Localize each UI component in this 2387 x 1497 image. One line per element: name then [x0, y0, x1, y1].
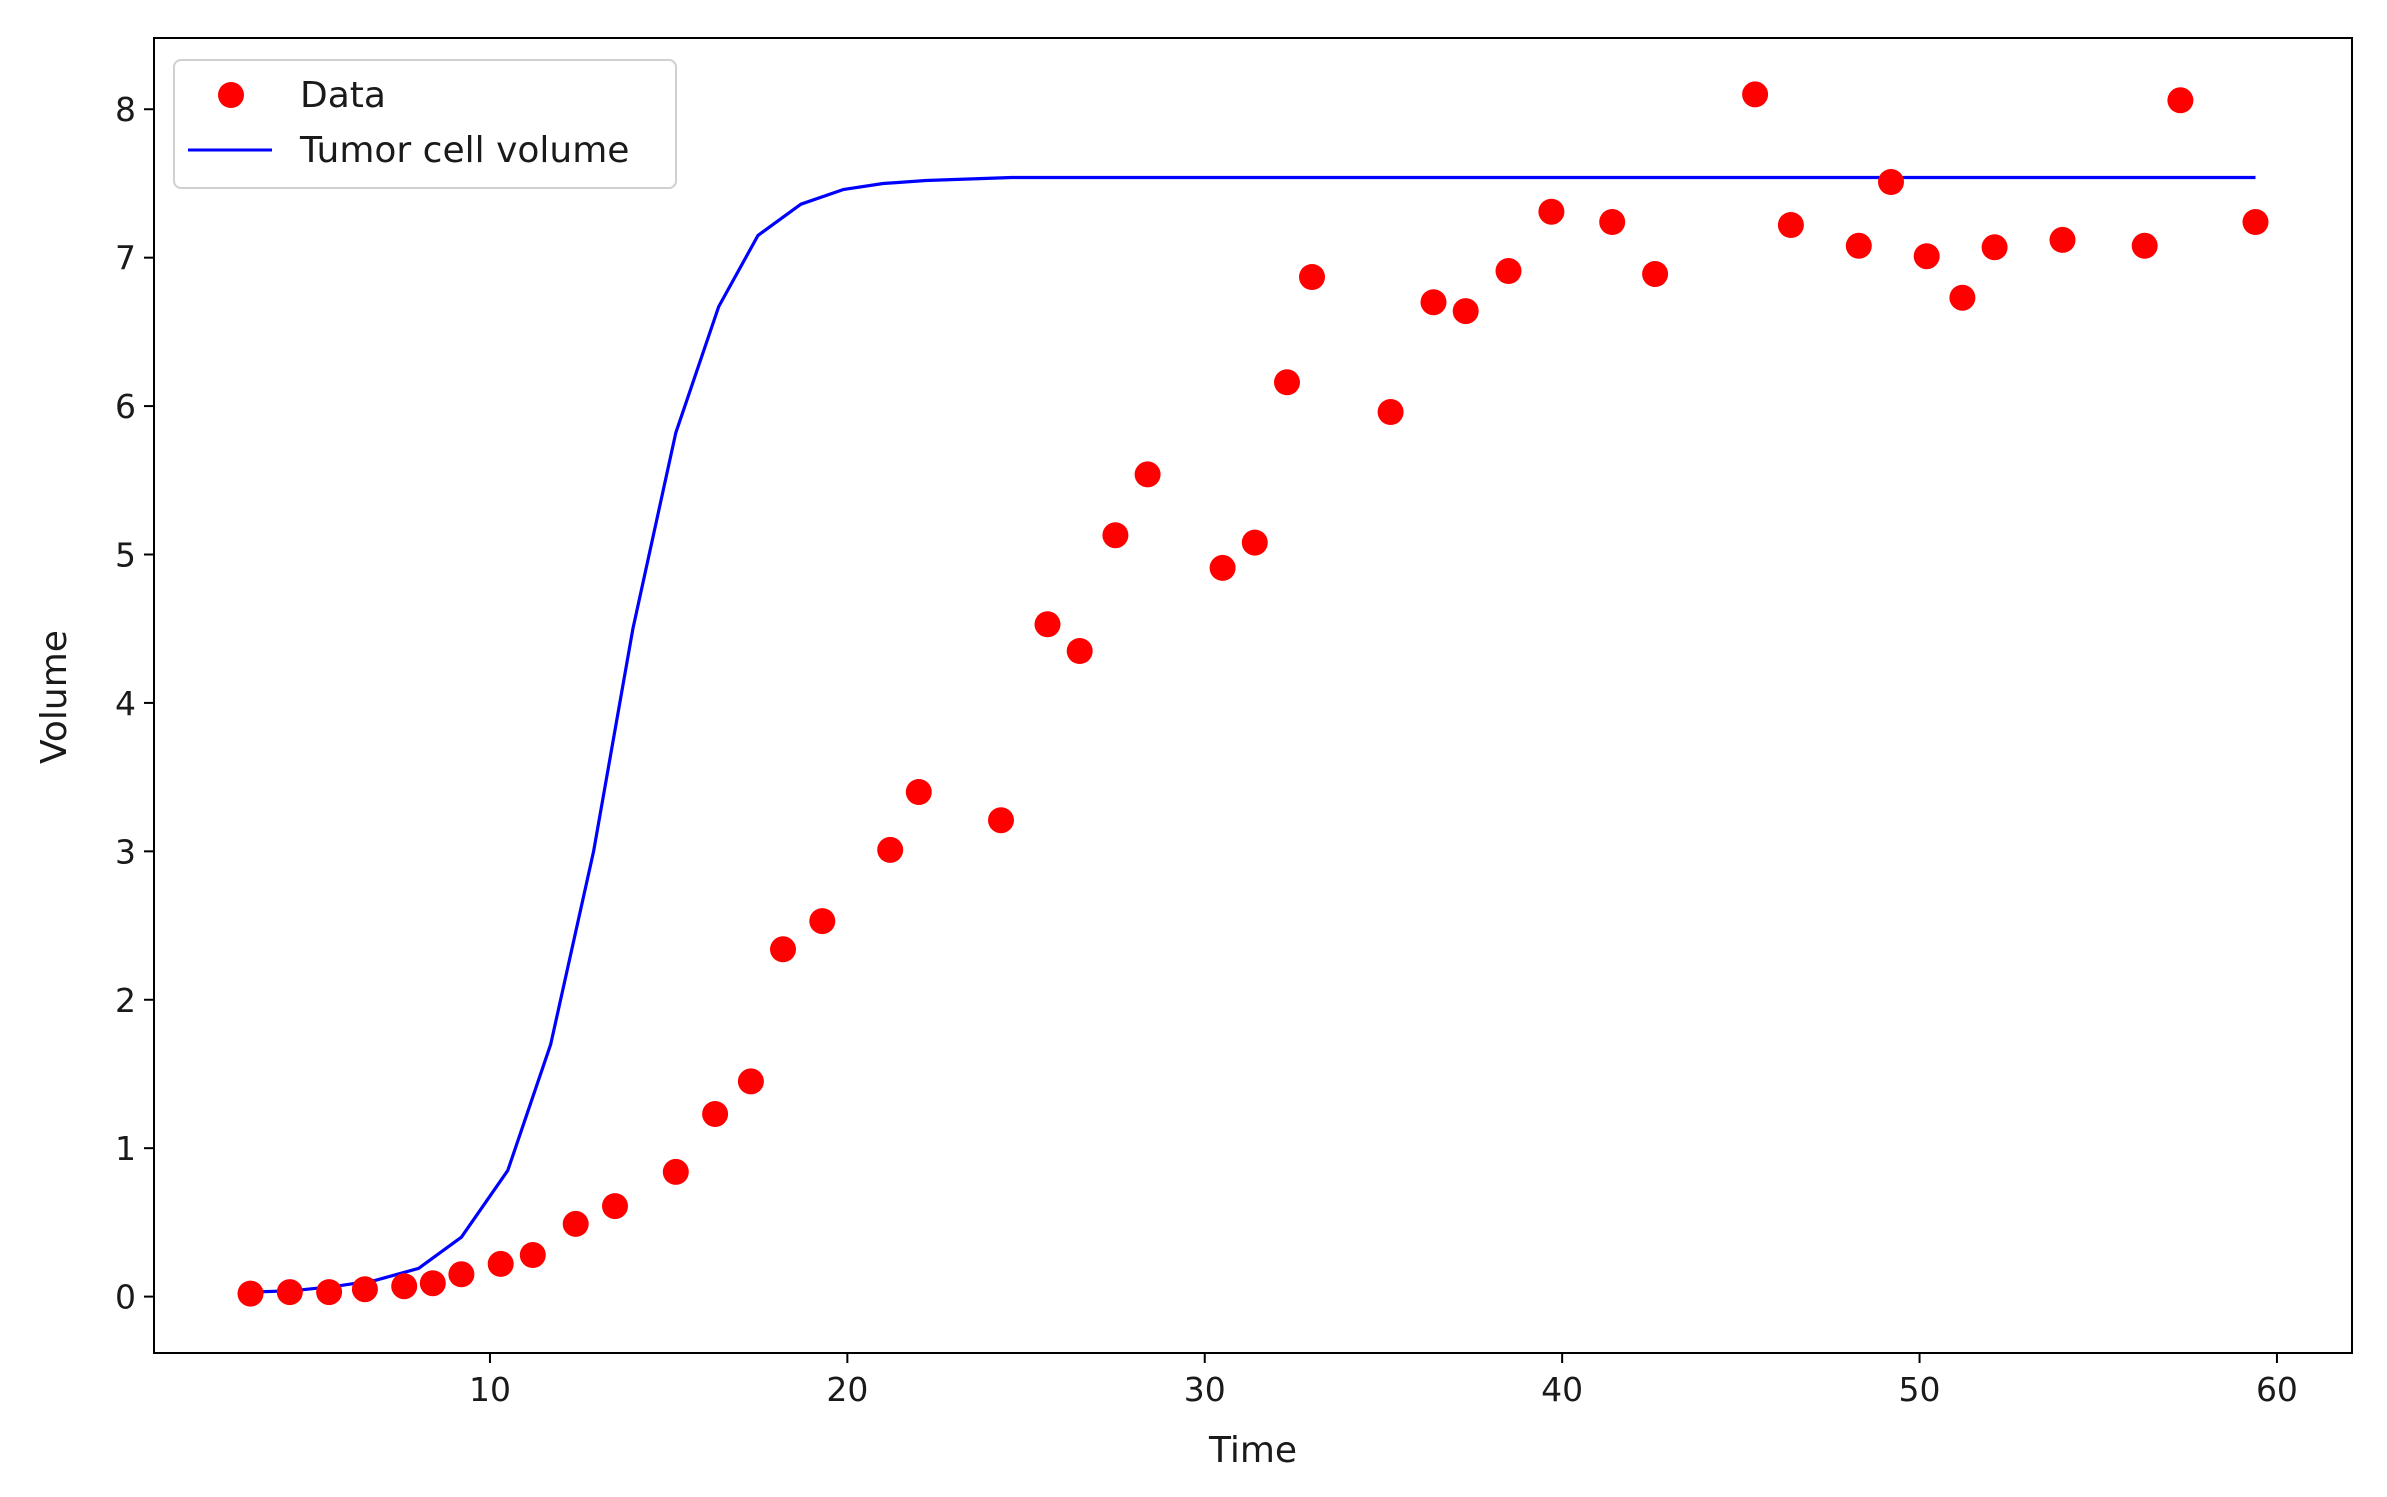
y-tick-label: 4 — [115, 684, 136, 723]
data-point — [905, 779, 932, 805]
data-point — [2049, 226, 2076, 253]
legend: Data Tumor cell volume — [173, 59, 677, 189]
data-point — [1066, 638, 1093, 664]
data-point — [1742, 81, 1769, 108]
data-point — [662, 1158, 689, 1185]
x-tick-label: 60 — [2256, 1370, 2298, 1409]
data-point — [1642, 261, 1669, 287]
data-point — [1845, 232, 1872, 259]
y-tick-label: 8 — [115, 90, 136, 129]
y-tick-label: 0 — [115, 1278, 136, 1317]
data-point — [1599, 209, 1626, 235]
y-tick-label: 6 — [115, 387, 136, 426]
plot-frame — [153, 37, 2353, 1354]
data-point — [1134, 461, 1161, 488]
legend-marker-data — [218, 82, 244, 108]
x-axis-label: Time — [1208, 1430, 1297, 1471]
legend-label-tumor-cell-volume: Tumor cell volume — [299, 130, 629, 171]
data-point — [702, 1101, 729, 1127]
data-point — [1420, 289, 1447, 316]
legend-label-data: Data — [300, 75, 386, 116]
data-point — [1034, 611, 1061, 638]
data-point — [562, 1210, 589, 1237]
data-point — [2167, 87, 2194, 114]
point-layer — [237, 81, 2269, 1307]
data-point — [1209, 554, 1236, 581]
data-point — [391, 1273, 418, 1300]
data-point — [448, 1261, 475, 1288]
data-point — [1241, 529, 1268, 556]
data-point — [602, 1193, 628, 1220]
data-point — [770, 936, 796, 963]
x-tick-label: 30 — [1184, 1370, 1226, 1409]
data-point — [1878, 169, 1904, 195]
data-point — [1981, 234, 2008, 261]
data-point — [2131, 232, 2158, 259]
y-tick-label: 5 — [115, 536, 136, 575]
data-point — [487, 1250, 514, 1277]
y-tick-label: 3 — [115, 832, 136, 871]
data-point — [1299, 264, 1325, 290]
data-point — [1102, 522, 1129, 549]
x-tick-label: 20 — [826, 1370, 868, 1409]
y-tick-label: 1 — [115, 1129, 136, 1168]
y-axis-label: Volume — [34, 630, 75, 764]
legend-box — [173, 59, 677, 189]
data-point — [1377, 399, 1404, 425]
data-point — [1949, 284, 1976, 311]
data-point — [2242, 209, 2269, 235]
data-point — [237, 1280, 264, 1307]
x-axis-ticks: 10 20 30 40 50 60 — [469, 1353, 2298, 1409]
y-axis-ticks: 0 1 2 3 4 5 6 7 8 — [115, 90, 154, 1317]
y-tick-label: 7 — [115, 239, 136, 278]
data-point — [419, 1270, 446, 1297]
series-line-tumor-cell-volume — [250, 175, 2256, 1294]
data-point — [276, 1279, 303, 1306]
y-tick-label: 2 — [115, 981, 136, 1020]
plot-area — [153, 37, 2353, 1354]
data-point — [877, 836, 904, 863]
data-point — [809, 908, 836, 935]
data-point — [1913, 243, 1940, 270]
data-point — [737, 1068, 764, 1095]
data-point — [1777, 212, 1804, 238]
x-tick-label: 40 — [1541, 1370, 1583, 1409]
line-layer — [250, 175, 2256, 1294]
data-point — [1274, 369, 1300, 396]
data-point — [519, 1242, 546, 1268]
x-tick-label: 10 — [469, 1370, 511, 1409]
data-point — [316, 1279, 343, 1306]
data-point — [1495, 258, 1522, 284]
data-point — [1452, 298, 1479, 325]
data-point — [1538, 198, 1565, 225]
x-tick-label: 50 — [1899, 1370, 1941, 1409]
data-point — [988, 807, 1014, 834]
data-point — [351, 1276, 378, 1303]
